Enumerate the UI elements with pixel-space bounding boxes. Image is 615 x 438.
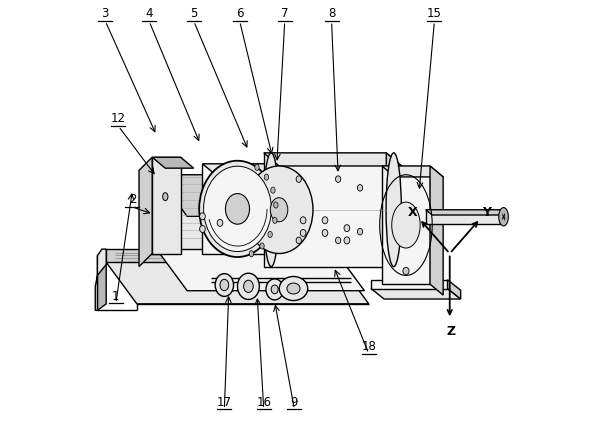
Ellipse shape (237, 274, 260, 300)
Polygon shape (97, 250, 106, 311)
Text: 1: 1 (112, 289, 119, 302)
Ellipse shape (268, 232, 272, 238)
Ellipse shape (322, 217, 328, 224)
Ellipse shape (266, 279, 284, 300)
Polygon shape (95, 250, 106, 311)
Polygon shape (106, 250, 338, 263)
Text: X: X (408, 206, 418, 219)
Ellipse shape (272, 218, 277, 224)
Polygon shape (202, 164, 272, 254)
Ellipse shape (271, 187, 275, 194)
Ellipse shape (220, 280, 229, 291)
Ellipse shape (300, 217, 306, 224)
Ellipse shape (357, 185, 363, 192)
Ellipse shape (403, 268, 409, 275)
Polygon shape (157, 175, 334, 250)
Text: 4: 4 (145, 7, 153, 20)
Ellipse shape (344, 237, 350, 244)
Ellipse shape (260, 244, 264, 250)
Polygon shape (157, 175, 365, 217)
Text: 2: 2 (129, 193, 136, 206)
Ellipse shape (386, 153, 402, 267)
Ellipse shape (245, 166, 313, 254)
Ellipse shape (296, 237, 301, 244)
Text: 15: 15 (427, 7, 442, 20)
Ellipse shape (296, 177, 301, 183)
Text: 17: 17 (217, 395, 232, 408)
Ellipse shape (244, 281, 253, 293)
Ellipse shape (215, 274, 234, 297)
Text: Z: Z (446, 324, 456, 337)
Ellipse shape (336, 237, 341, 244)
Ellipse shape (255, 165, 259, 171)
Polygon shape (157, 250, 365, 291)
Polygon shape (139, 158, 152, 267)
Text: 16: 16 (256, 395, 271, 408)
Ellipse shape (199, 161, 276, 258)
Polygon shape (152, 158, 181, 254)
Ellipse shape (264, 175, 269, 181)
Polygon shape (202, 164, 285, 175)
Ellipse shape (263, 153, 279, 267)
Ellipse shape (200, 226, 205, 233)
Text: 8: 8 (328, 7, 335, 20)
Ellipse shape (336, 177, 341, 183)
Polygon shape (371, 289, 461, 299)
Polygon shape (382, 166, 430, 285)
Polygon shape (382, 166, 443, 177)
Ellipse shape (271, 286, 278, 294)
Ellipse shape (271, 198, 288, 222)
Polygon shape (106, 263, 369, 304)
Ellipse shape (249, 251, 253, 257)
Ellipse shape (200, 213, 205, 220)
Ellipse shape (226, 194, 250, 225)
Polygon shape (430, 166, 443, 295)
Polygon shape (426, 210, 507, 215)
Text: 6: 6 (236, 7, 244, 20)
Text: 5: 5 (190, 7, 197, 20)
Text: 7: 7 (281, 7, 288, 20)
Ellipse shape (217, 220, 223, 227)
Ellipse shape (392, 203, 420, 248)
Polygon shape (152, 158, 194, 169)
Polygon shape (426, 210, 500, 224)
Polygon shape (371, 280, 448, 289)
Text: Y: Y (482, 206, 491, 219)
Polygon shape (272, 164, 285, 265)
Text: 12: 12 (111, 112, 126, 125)
Ellipse shape (322, 230, 328, 237)
Ellipse shape (344, 225, 350, 232)
Ellipse shape (499, 208, 509, 226)
Text: 3: 3 (101, 7, 109, 20)
Ellipse shape (274, 202, 278, 208)
Polygon shape (448, 280, 461, 299)
Ellipse shape (162, 193, 168, 201)
Text: 18: 18 (362, 339, 376, 352)
Ellipse shape (287, 283, 300, 294)
Polygon shape (264, 153, 402, 166)
Ellipse shape (279, 277, 308, 301)
Polygon shape (386, 153, 402, 280)
Polygon shape (264, 153, 386, 267)
Text: 9: 9 (291, 395, 298, 408)
Ellipse shape (357, 229, 363, 235)
Ellipse shape (204, 167, 271, 252)
Ellipse shape (300, 230, 306, 237)
